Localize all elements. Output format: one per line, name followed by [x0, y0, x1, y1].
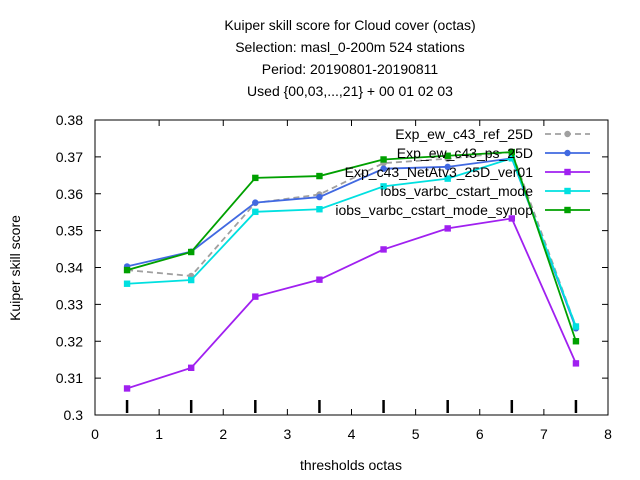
threshold-markers — [125, 400, 578, 413]
data-point — [380, 156, 387, 163]
x-tick-label: 3 — [283, 426, 291, 442]
data-point — [123, 280, 131, 287]
legend-label: iobs_varbc_cstart_mode_synop — [335, 202, 533, 218]
legend-marker — [564, 130, 571, 138]
data-point — [572, 323, 580, 330]
data-point — [123, 385, 131, 392]
series-line — [126, 157, 577, 329]
y-axis-label: Kuiper skill score — [7, 215, 23, 321]
series-line — [126, 217, 577, 390]
x-tick-label: 5 — [412, 426, 420, 442]
data-point — [187, 276, 195, 284]
data-point — [316, 193, 323, 201]
title-line: Used {00,03,...,21} + 00 01 02 03 — [247, 83, 453, 99]
series-line — [126, 151, 577, 342]
y-tick-label: 0.31 — [56, 370, 83, 386]
legend-item: iobs_varbc_cstart_mode_synop — [335, 202, 590, 218]
x-tick-label: 6 — [476, 426, 484, 442]
y-tick-label: 0.33 — [56, 296, 83, 312]
series — [123, 148, 580, 345]
data-point — [252, 199, 259, 206]
x-axis-label: thresholds octas — [300, 457, 402, 473]
data-point — [252, 293, 259, 300]
legend-marker — [564, 149, 571, 157]
legend-label: Exp_c43_NetAtv3_25D_ver01 — [345, 164, 534, 180]
x-tick-label: 2 — [219, 426, 227, 442]
data-point — [444, 152, 451, 159]
legend-label: Exp_ew_c43_ps_25D — [397, 145, 533, 161]
y-tick-label: 0.32 — [56, 333, 83, 349]
legend-marker — [564, 168, 571, 176]
data-point — [123, 266, 131, 274]
legend-label: Exp_ew_c43_ref_25D — [395, 126, 533, 142]
y-tick-label: 0.38 — [56, 112, 83, 128]
data-point — [508, 215, 516, 222]
data-point — [444, 225, 451, 232]
data-point — [380, 246, 387, 253]
title-line: Selection: masl_0-200m 524 stations — [235, 39, 465, 55]
x-tick-label: 1 — [155, 426, 163, 442]
series — [123, 215, 580, 392]
data-point — [444, 175, 451, 182]
y-tick-label: 0.3 — [64, 407, 84, 423]
data-point — [444, 163, 451, 171]
series-group — [123, 148, 580, 392]
legend-item: Exp_ew_c43_ref_25D — [395, 126, 590, 142]
legend-marker — [564, 206, 571, 214]
legend-item: Exp_ew_c43_ps_25D — [397, 145, 590, 161]
data-point — [508, 155, 516, 162]
series-line — [127, 157, 577, 327]
data-point — [380, 183, 387, 190]
data-point — [187, 364, 195, 371]
x-tick-label: 0 — [91, 426, 99, 442]
series — [123, 155, 580, 332]
chart-title: Kuiper skill score for Cloud cover (octa… — [224, 17, 475, 99]
y-tick-label: 0.34 — [56, 260, 83, 276]
x-tick-label: 7 — [540, 426, 548, 442]
y-tick-label: 0.35 — [56, 223, 83, 239]
title-line: Period: 20190801-20190811 — [262, 61, 439, 77]
data-point — [316, 206, 323, 213]
data-point — [187, 248, 195, 256]
data-point — [252, 174, 259, 182]
data-point — [380, 165, 387, 172]
legend-label: iobs_varbc_cstart_mode — [380, 183, 533, 199]
legend-marker — [564, 187, 571, 195]
y-tick-label: 0.37 — [56, 149, 83, 165]
series — [123, 155, 580, 330]
legend-item: Exp_c43_NetAtv3_25D_ver01 — [345, 164, 590, 180]
y-tick-label: 0.36 — [56, 186, 83, 202]
legend: Exp_ew_c43_ref_25D Exp_ew_c43_ps_25D Exp_c… — [335, 126, 590, 218]
x-tick-label: 4 — [348, 426, 356, 442]
data-point — [316, 276, 323, 283]
data-point — [572, 360, 580, 367]
x-tick-label: 8 — [604, 426, 612, 442]
data-point — [572, 338, 580, 345]
data-point — [252, 208, 259, 216]
data-point — [508, 148, 516, 156]
data-point — [316, 172, 323, 180]
axis-ticks: 0 1 2 3 4 5 6 7 8 0.3 0.31 0.32 0.33 0.34 0.35 0.36 0.37… — [56, 112, 612, 442]
title-line: Kuiper skill score for Cloud cover (octa… — [224, 17, 475, 33]
legend-item: iobs_varbc_cstart_mode — [380, 183, 590, 199]
